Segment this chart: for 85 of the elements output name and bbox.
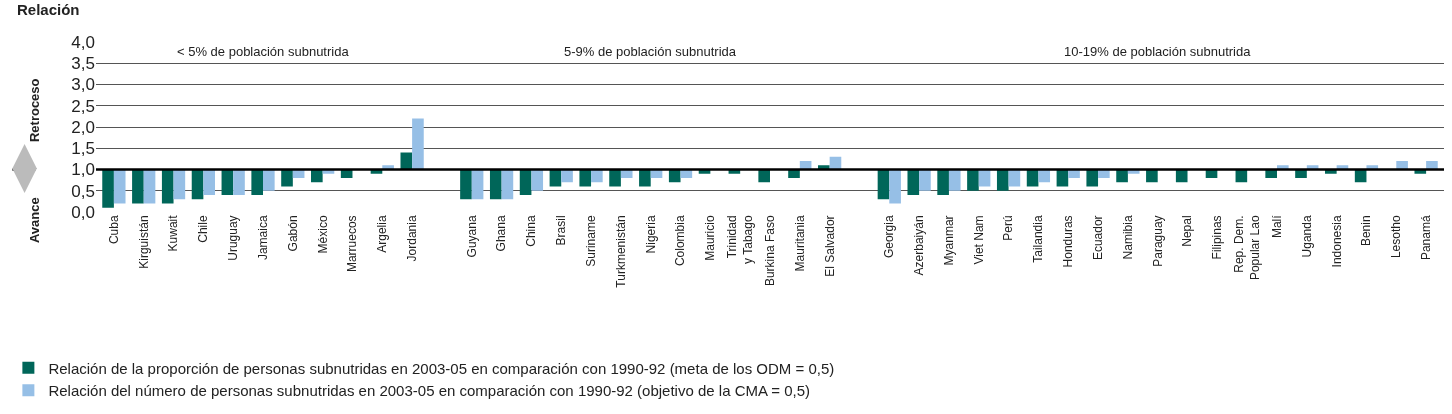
bar: [531, 169, 544, 191]
bar: [233, 169, 245, 195]
x-tick-label: Filipinas: [1210, 215, 1225, 260]
y-tick-label: 0,0: [71, 202, 95, 222]
bar: [203, 169, 215, 195]
text: Avance: [27, 197, 43, 244]
x-tick-label: China: [524, 215, 539, 247]
bar: [996, 169, 1009, 191]
annotation: 10-19% de población subnutrida: [1064, 44, 1252, 59]
x-tick-label: Cuba: [106, 215, 121, 245]
x-tick-label: México: [315, 215, 330, 254]
x-tick-label: Benin: [1359, 215, 1374, 247]
bar: [907, 169, 920, 195]
x-tick-label: Panamá: [1419, 215, 1434, 261]
text: Retroceso: [27, 78, 43, 143]
bar: [639, 169, 651, 187]
bar: [609, 169, 621, 187]
bar: [919, 169, 931, 191]
x-tick-label: Azerbaiyán: [912, 215, 927, 276]
y-tick-label: 2,0: [71, 117, 95, 137]
x-tick-label: Lesotho: [1389, 215, 1404, 259]
x-tick-label: Argelia: [375, 215, 390, 253]
x-tick-label: Ecuador: [1090, 215, 1105, 261]
x-tick-label: Kuwait: [166, 214, 181, 252]
x-tick-label: Uganda: [1299, 215, 1314, 258]
y-tick-label: 1,0: [71, 160, 95, 180]
x-tick-label: Jamaica: [255, 215, 270, 261]
x-tick-label: Mauritania: [792, 215, 807, 272]
x-tick-label: Nepal: [1180, 215, 1195, 247]
bar: [251, 169, 264, 195]
bar: [161, 169, 174, 204]
y-tick-label: 3,0: [71, 75, 95, 95]
x-tick-label: Georgia: [882, 215, 897, 259]
bar: [489, 169, 502, 200]
x-tick-label: Gabón: [285, 215, 300, 252]
x-tick-label: Rep. Dem. Popular Lao: [1232, 215, 1262, 281]
x-tick-label: Namibia: [1120, 215, 1135, 260]
bar: [967, 169, 979, 191]
bar: [263, 169, 275, 191]
x-tick-label: Indonesia: [1329, 215, 1344, 268]
x-tick-label: Myanmar: [941, 215, 956, 266]
bar: [102, 169, 114, 208]
bar: [412, 118, 424, 170]
x-tick-label: Ghana: [494, 215, 509, 252]
y-tick-label: 1,5: [71, 139, 95, 159]
y-tick-label: 4,0: [71, 32, 95, 52]
x-tick-label: Honduras: [1061, 215, 1076, 268]
x-tick-label: Uruguay: [226, 215, 241, 261]
bar: [113, 169, 126, 204]
x-tick-label: Perú: [1001, 215, 1016, 241]
x-tick-label: Suriname: [583, 215, 598, 267]
y-tick-label: 3,5: [71, 54, 95, 74]
y-axis-title: Relación: [17, 1, 80, 18]
y-tick-label: 0,5: [71, 181, 95, 201]
x-tick-label: Malí: [1269, 214, 1284, 239]
x-tick-label: Burkina Faso: [762, 215, 777, 287]
bar: [132, 169, 144, 204]
legend-label: Relación de la proporción de personas subnutridas en 2003-05 en comparación con 1990-92 (meta de los ODM = 0,5): [48, 359, 835, 377]
bar: [1086, 169, 1099, 187]
x-tick-label: Tailandia: [1031, 215, 1046, 263]
bar: [281, 169, 293, 187]
annotation: < 5% de población subnutrida: [177, 44, 350, 59]
x-tick-label: Brasil: [554, 215, 569, 246]
x-tick-label: Marruecos: [345, 215, 360, 273]
x-tick-label: Guyana: [464, 215, 479, 258]
x-tick-label: Nigeria: [643, 215, 658, 254]
bar: [889, 169, 901, 204]
bar: [948, 169, 961, 191]
y-tick-label: 2,5: [71, 96, 95, 116]
x-tick-label: Paraguay: [1150, 215, 1165, 267]
x-tick-label: Trinidad y Tabago: [725, 215, 755, 264]
x-tick-label: Chile: [196, 215, 211, 243]
x-tick-label: Jordania: [405, 215, 420, 262]
annotation: 5-9% de población subnutrida: [564, 44, 737, 59]
legend-label: Relación del número de personas subnutridas en 2003-05 en comparación con 1990-92 (objetivo de la CMA = 0,5): [48, 382, 811, 399]
x-tick-label: Colombia: [673, 215, 688, 267]
bar: [937, 169, 949, 195]
x-tick-label: Viet Nam: [971, 215, 986, 265]
bar: [579, 169, 592, 187]
x-tick-label: Mauricio: [703, 215, 718, 261]
bar: [143, 169, 156, 204]
x-tick-label: El Salvador: [822, 215, 837, 277]
bar: [460, 169, 472, 200]
x-tick-label: Turkmenistán: [613, 215, 628, 288]
x-tick-label: Kirguistán: [136, 215, 151, 269]
